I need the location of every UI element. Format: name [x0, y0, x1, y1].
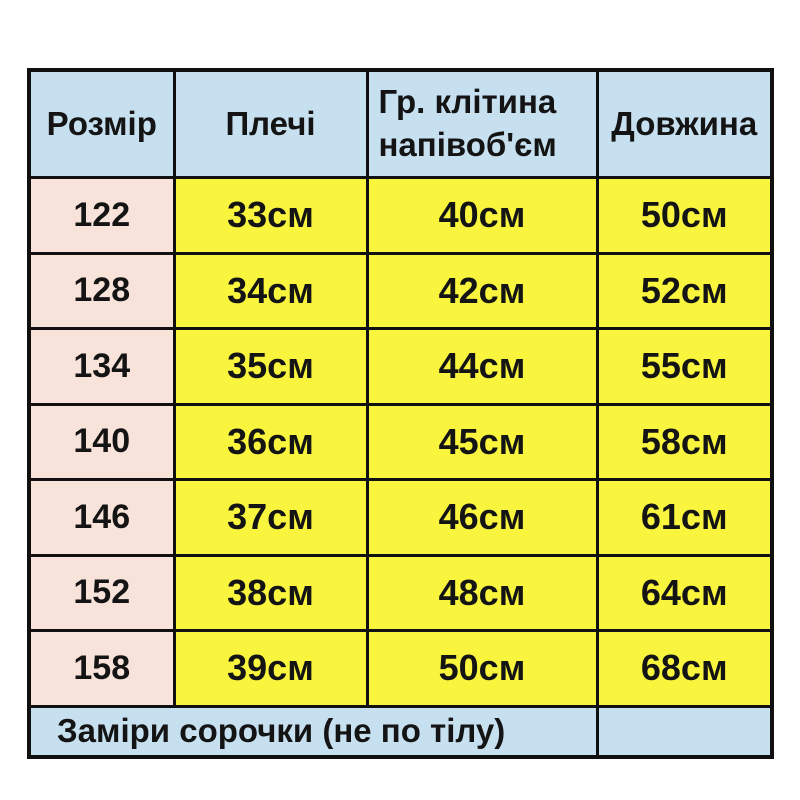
shoulders-cell: 33см [172, 176, 369, 255]
shoulders-cell: 35см [172, 327, 369, 406]
length-cell: 58см [595, 402, 774, 481]
table-row: 140 36см 45см 58см [27, 402, 774, 481]
header-row: Розмір Плечі Гр. клітина напівоб'єм Довж… [27, 68, 774, 179]
table-row: 134 35см 44см 55см [27, 327, 774, 406]
table-row: 122 33см 40см 50см [27, 176, 774, 255]
chest-cell: 44см [365, 327, 599, 406]
shoulders-cell: 39см [172, 629, 369, 708]
table-row: 146 37см 46см 61см [27, 478, 774, 557]
length-cell: 55см [595, 327, 774, 406]
length-cell: 68см [595, 629, 774, 708]
chest-cell: 45см [365, 402, 599, 481]
chest-cell: 42см [365, 251, 599, 330]
footer-empty-cell [595, 704, 774, 758]
chest-cell: 40см [365, 176, 599, 255]
table-row: 152 38см 48см 64см [27, 553, 774, 632]
size-cell: 122 [27, 176, 176, 255]
chest-cell: 48см [365, 553, 599, 632]
footer-note: Заміри сорочки (не по тілу) [27, 704, 599, 758]
length-cell: 61см [595, 478, 774, 557]
header-cell-length: Довжина [595, 68, 774, 179]
shoulders-cell: 37см [172, 478, 369, 557]
length-cell: 52см [595, 251, 774, 330]
header-cell-size: Розмір [27, 68, 176, 179]
size-cell: 146 [27, 478, 176, 557]
size-cell: 128 [27, 251, 176, 330]
header-cell-shoulders: Плечі [172, 68, 369, 179]
size-cell: 134 [27, 327, 176, 406]
length-cell: 64см [595, 553, 774, 632]
size-chart-table: Розмір Плечі Гр. клітина напівоб'єм Довж… [27, 68, 774, 759]
shoulders-cell: 38см [172, 553, 369, 632]
table-row: 158 39см 50см 68см [27, 629, 774, 708]
chest-cell: 50см [365, 629, 599, 708]
shoulders-cell: 34см [172, 251, 369, 330]
footer-row: Заміри сорочки (не по тілу) [27, 704, 774, 758]
size-cell: 140 [27, 402, 176, 481]
chest-cell: 46см [365, 478, 599, 557]
table-row: 128 34см 42см 52см [27, 251, 774, 330]
shoulders-cell: 36см [172, 402, 369, 481]
size-cell: 152 [27, 553, 176, 632]
size-cell: 158 [27, 629, 176, 708]
length-cell: 50см [595, 176, 774, 255]
header-cell-chest: Гр. клітина напівоб'єм [365, 68, 599, 179]
